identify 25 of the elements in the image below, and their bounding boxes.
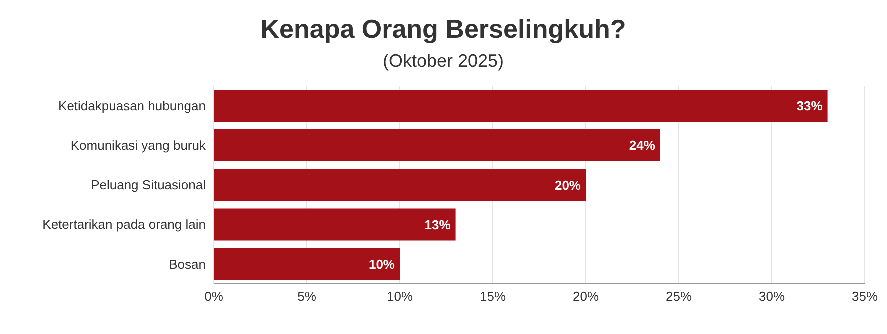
x-tick-label: 0%	[204, 289, 224, 304]
data-label: 10%	[368, 256, 396, 272]
data-label: 13%	[424, 217, 452, 232]
x-tick-label: 5%	[298, 289, 317, 304]
y-tick-label: Bosan	[169, 256, 206, 272]
x-tick-label: 10%	[386, 289, 414, 304]
x-tick-label: 15%	[480, 289, 506, 304]
data-label: 24%	[629, 138, 656, 154]
chart-subtitle: (Oktober 2025)	[382, 51, 506, 72]
x-tick-label: 25%	[666, 289, 692, 304]
y-tick-label: Ketidakpuasan hubungan	[58, 98, 206, 114]
bar	[214, 130, 660, 162]
y-tick-label: Peluang Situasional	[91, 178, 206, 193]
bar	[214, 169, 586, 202]
y-tick-label: Komunikasi yang buruk	[70, 138, 206, 154]
bar	[214, 248, 400, 280]
bar	[214, 208, 456, 241]
y-tick-label: Ketertarikan pada orang lain	[42, 217, 206, 232]
x-tick-label: 20%	[572, 289, 600, 304]
data-label: 20%	[554, 178, 582, 193]
x-tick-label: 30%	[758, 289, 786, 304]
bar	[214, 90, 828, 122]
chart-title: Kenapa Orang Berselingkuh?	[260, 13, 628, 45]
x-tick-label: 35%	[852, 289, 878, 304]
data-label: 33%	[796, 98, 824, 114]
